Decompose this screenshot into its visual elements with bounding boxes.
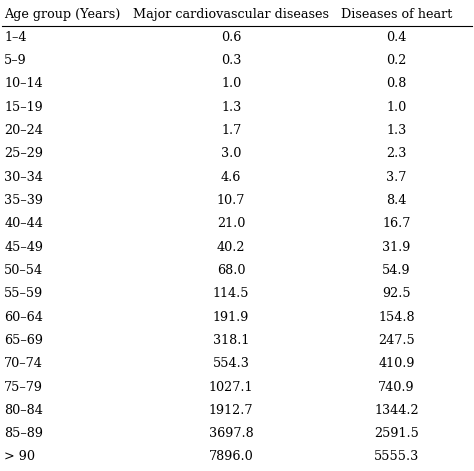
Text: 3.0: 3.0 <box>221 147 241 161</box>
Text: 3697.8: 3697.8 <box>209 427 254 440</box>
Text: Age group (Years): Age group (Years) <box>4 8 121 21</box>
Text: 80–84: 80–84 <box>4 404 43 417</box>
Text: 20–24: 20–24 <box>4 124 43 137</box>
Text: 4.6: 4.6 <box>221 171 241 184</box>
Text: 740.9: 740.9 <box>378 381 415 394</box>
Text: > 90: > 90 <box>4 450 35 463</box>
Text: 0.2: 0.2 <box>386 54 407 67</box>
Text: 0.8: 0.8 <box>386 77 407 90</box>
Text: 1.0: 1.0 <box>386 101 407 114</box>
Text: Diseases of heart: Diseases of heart <box>341 8 452 21</box>
Text: 10.7: 10.7 <box>217 194 246 207</box>
Text: 7896.0: 7896.0 <box>209 450 254 463</box>
Text: 2.3: 2.3 <box>386 147 407 161</box>
Text: 1027.1: 1027.1 <box>209 381 254 394</box>
Text: 154.8: 154.8 <box>378 310 415 324</box>
Text: 15–19: 15–19 <box>4 101 43 114</box>
Text: 247.5: 247.5 <box>378 334 415 347</box>
Text: 1.0: 1.0 <box>221 77 241 90</box>
Text: 1.7: 1.7 <box>221 124 241 137</box>
Text: 85–89: 85–89 <box>4 427 43 440</box>
Text: 16.7: 16.7 <box>383 217 411 230</box>
Text: 1–4: 1–4 <box>4 31 27 44</box>
Text: 318.1: 318.1 <box>213 334 249 347</box>
Text: 55–59: 55–59 <box>4 287 44 300</box>
Text: 1.3: 1.3 <box>221 101 241 114</box>
Text: 5–9: 5–9 <box>4 54 27 67</box>
Text: 410.9: 410.9 <box>378 357 415 370</box>
Text: 50–54: 50–54 <box>4 264 44 277</box>
Text: 0.4: 0.4 <box>386 31 407 44</box>
Text: 8.4: 8.4 <box>386 194 407 207</box>
Text: 31.9: 31.9 <box>383 241 411 254</box>
Text: 21.0: 21.0 <box>217 217 246 230</box>
Text: 5555.3: 5555.3 <box>374 450 419 463</box>
Text: 10–14: 10–14 <box>4 77 43 90</box>
Text: 60–64: 60–64 <box>4 310 43 324</box>
Text: 114.5: 114.5 <box>213 287 249 300</box>
Text: 40.2: 40.2 <box>217 241 246 254</box>
Text: 1912.7: 1912.7 <box>209 404 254 417</box>
Text: 554.3: 554.3 <box>213 357 250 370</box>
Text: 0.6: 0.6 <box>221 31 241 44</box>
Text: 35–39: 35–39 <box>4 194 43 207</box>
Text: 68.0: 68.0 <box>217 264 246 277</box>
Text: Major cardiovascular diseases: Major cardiovascular diseases <box>133 8 329 21</box>
Text: 45–49: 45–49 <box>4 241 43 254</box>
Text: 3.7: 3.7 <box>386 171 407 184</box>
Text: 92.5: 92.5 <box>382 287 411 300</box>
Text: 1344.2: 1344.2 <box>374 404 419 417</box>
Text: 0.3: 0.3 <box>221 54 241 67</box>
Text: 1.3: 1.3 <box>386 124 407 137</box>
Text: 75–79: 75–79 <box>4 381 43 394</box>
Text: 54.9: 54.9 <box>382 264 411 277</box>
Text: 65–69: 65–69 <box>4 334 43 347</box>
Text: 40–44: 40–44 <box>4 217 43 230</box>
Text: 191.9: 191.9 <box>213 310 249 324</box>
Text: 2591.5: 2591.5 <box>374 427 419 440</box>
Text: 30–34: 30–34 <box>4 171 43 184</box>
Text: 70–74: 70–74 <box>4 357 43 370</box>
Text: 25–29: 25–29 <box>4 147 43 161</box>
